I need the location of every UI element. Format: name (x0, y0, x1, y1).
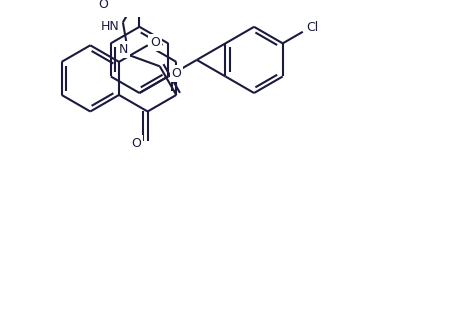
Text: O: O (98, 0, 108, 11)
Text: O: O (172, 67, 182, 80)
Text: HN: HN (100, 20, 119, 33)
Text: O: O (150, 36, 160, 49)
Text: Cl: Cl (306, 21, 318, 35)
Text: N: N (119, 43, 129, 56)
Text: O: O (131, 137, 141, 150)
